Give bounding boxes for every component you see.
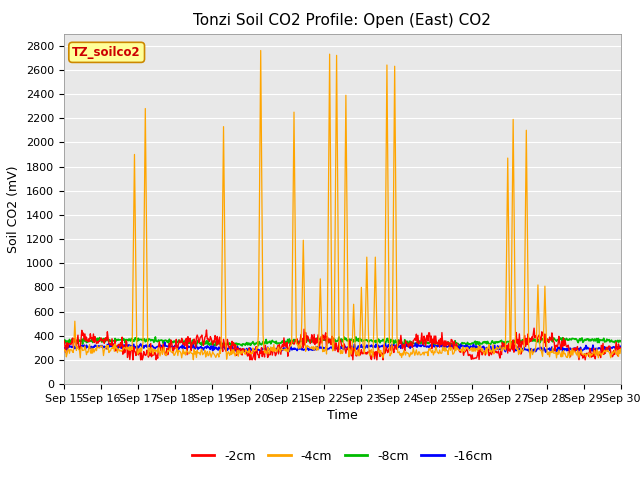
Text: TZ_soilco2: TZ_soilco2 [72,46,141,59]
Y-axis label: Soil CO2 (mV): Soil CO2 (mV) [8,165,20,252]
Title: Tonzi Soil CO2 Profile: Open (East) CO2: Tonzi Soil CO2 Profile: Open (East) CO2 [193,13,492,28]
X-axis label: Time: Time [327,409,358,422]
Legend: -2cm, -4cm, -8cm, -16cm: -2cm, -4cm, -8cm, -16cm [187,444,498,468]
